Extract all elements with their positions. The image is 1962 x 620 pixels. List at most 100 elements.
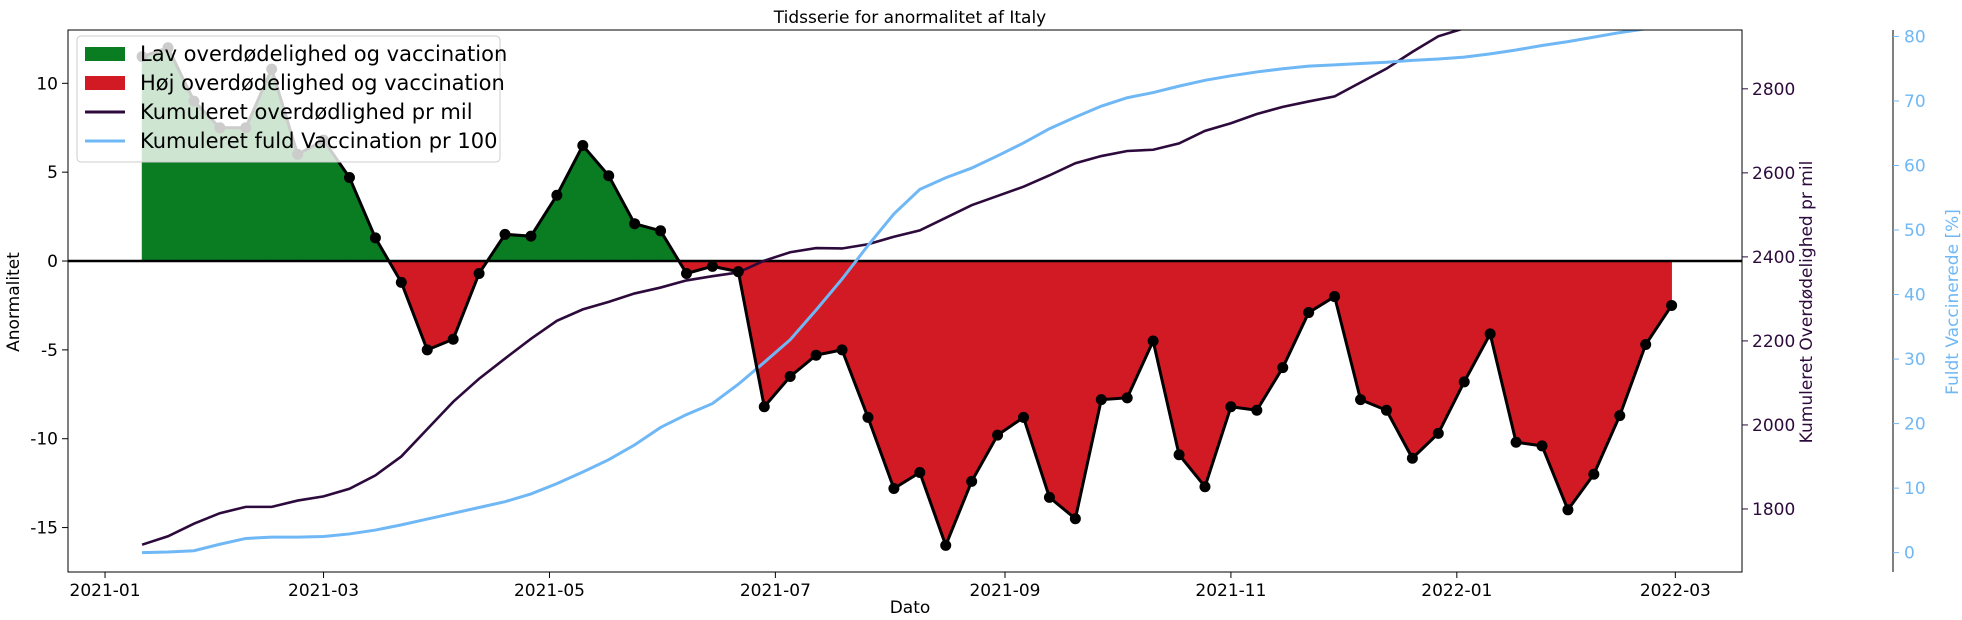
anomaly-point bbox=[603, 170, 615, 182]
legend-box bbox=[76, 35, 501, 163]
y-left-tick-label: -15 bbox=[30, 519, 58, 539]
y-left-tick-label: 0 bbox=[47, 252, 58, 272]
y-right1-tick-label: 2800 bbox=[1752, 80, 1795, 100]
anomaly-point bbox=[940, 539, 952, 551]
y-left-tick-label: 10 bbox=[36, 74, 58, 94]
anomaly-point bbox=[1173, 449, 1185, 461]
anomaly-point bbox=[1121, 392, 1133, 404]
y-axis-left-label: Anormalitet bbox=[4, 252, 24, 352]
anomaly-point bbox=[1432, 427, 1444, 439]
y-axis-right1-label: Kumuleret Overdødelighed pr mil bbox=[1797, 161, 1817, 444]
anomaly-point bbox=[1536, 440, 1548, 452]
anomaly-point bbox=[1147, 335, 1159, 347]
anomaly-point bbox=[1406, 452, 1418, 464]
anomaly-point bbox=[395, 276, 407, 288]
cumulative-excess-mortality-line bbox=[141, 30, 1464, 546]
axes: 2021-01 2021-03 2021-05 2021-07 2021-09 2021-… bbox=[30, 27, 1925, 601]
anomaly-point bbox=[1484, 328, 1496, 340]
anomaly-point bbox=[1043, 491, 1055, 503]
anomaly-point bbox=[1329, 291, 1341, 303]
y-right2-tick-label: 20 bbox=[1904, 415, 1926, 435]
anomaly-point bbox=[1251, 404, 1263, 416]
y-right2-tick-label: 0 bbox=[1904, 544, 1915, 564]
anomaly-point bbox=[551, 189, 563, 201]
anomaly-point bbox=[525, 230, 537, 242]
legend-swatch bbox=[85, 47, 125, 61]
anomaly-point bbox=[629, 218, 641, 230]
y-right2-tick-label: 70 bbox=[1904, 92, 1926, 112]
anomaly-point bbox=[862, 411, 874, 423]
anomaly-point bbox=[810, 349, 822, 361]
anomaly-point bbox=[369, 232, 381, 244]
anomaly-point bbox=[758, 401, 770, 413]
anomaly-point bbox=[1640, 339, 1652, 351]
anomaly-point bbox=[732, 266, 744, 278]
y-right1-tick-label: 2600 bbox=[1752, 164, 1795, 184]
anomaly-point bbox=[680, 267, 692, 279]
y-right1-tick-label: 1800 bbox=[1752, 500, 1795, 520]
y-axis-right2-label: Fuldt Vaccinerede [%] bbox=[1943, 209, 1962, 395]
x-tick-label: 2021-07 bbox=[740, 581, 811, 601]
y-right2-tick-label: 10 bbox=[1904, 479, 1926, 499]
y-right2-tick-label: 80 bbox=[1904, 27, 1926, 47]
anomaly-point bbox=[1069, 513, 1081, 525]
y-left-tick-label: -10 bbox=[30, 430, 58, 450]
y-right2-tick-label: 40 bbox=[1904, 286, 1926, 306]
anomaly-point bbox=[1380, 404, 1392, 416]
anomaly-point bbox=[1277, 362, 1289, 374]
anomaly-point bbox=[836, 344, 848, 356]
anomaly-point bbox=[447, 333, 459, 345]
anomaly-point bbox=[784, 371, 796, 383]
y-left-tick-label: -5 bbox=[41, 341, 58, 361]
anomaly-point bbox=[1199, 481, 1211, 493]
high-excess-fill-area bbox=[142, 260, 1672, 546]
anomaly-point bbox=[1095, 394, 1107, 406]
anomaly-point bbox=[706, 260, 718, 272]
anomaly-point bbox=[577, 140, 589, 152]
anomaly-point bbox=[421, 344, 433, 356]
x-axis-label: Dato bbox=[890, 598, 931, 618]
y-left-tick-label: 5 bbox=[47, 163, 58, 183]
x-tick-label: 2022-03 bbox=[1640, 581, 1711, 601]
anomaly-point bbox=[914, 466, 926, 478]
anomaly-point bbox=[1510, 436, 1522, 448]
x-tick-label: 2021-09 bbox=[969, 581, 1040, 601]
anomaly-point bbox=[1225, 401, 1237, 413]
x-tick-label: 2022-01 bbox=[1421, 581, 1492, 601]
anomaly-point bbox=[343, 171, 355, 183]
y-right1-tick-label: 2000 bbox=[1752, 416, 1795, 436]
chart-title: Tidsserie for anormalitet af Italy bbox=[773, 8, 1047, 28]
x-tick-label: 2021-01 bbox=[70, 581, 141, 601]
anomaly-point bbox=[1666, 299, 1678, 311]
anomaly-point bbox=[473, 267, 485, 279]
cumulative-vaccination-line bbox=[142, 30, 1648, 555]
legend-swatch bbox=[85, 76, 125, 90]
y-right1-tick-label: 2200 bbox=[1752, 332, 1795, 352]
y-right2-tick-label: 50 bbox=[1904, 221, 1926, 241]
y-right1-tick-label: 2400 bbox=[1752, 248, 1795, 268]
x-tick-label: 2021-11 bbox=[1195, 581, 1266, 601]
x-tick-label: 2021-05 bbox=[514, 581, 585, 601]
anomaly-point bbox=[1355, 394, 1367, 406]
anomaly-point bbox=[888, 482, 900, 494]
x-tick-label: 2021-03 bbox=[288, 581, 359, 601]
legend-label: Kumuleret overdødlighed pr mil bbox=[140, 100, 473, 124]
legend-label: Lav overdødelighed og vaccination bbox=[140, 42, 507, 66]
y-right2-tick-label: 30 bbox=[1904, 350, 1926, 370]
plot-frame bbox=[67, 29, 1743, 573]
anomaly-line bbox=[141, 45, 1673, 550]
anomaly-point bbox=[655, 225, 667, 237]
y-right2-tick-label: 60 bbox=[1904, 157, 1926, 177]
anomaly-point bbox=[499, 228, 511, 240]
anomaly-point bbox=[992, 429, 1004, 441]
anomaly-point bbox=[1303, 307, 1315, 319]
anomaly-point bbox=[1614, 410, 1626, 422]
anomaly-point bbox=[1458, 376, 1470, 388]
anomaly-point bbox=[966, 475, 978, 487]
legend-label: Kumuleret fuld Vaccination pr 100 bbox=[140, 129, 497, 153]
anomaly-point bbox=[1588, 468, 1600, 480]
legend: Lav overdødelighed og vaccination Høj ove… bbox=[76, 35, 507, 163]
anomaly-point bbox=[1018, 411, 1030, 423]
legend-label: Høj overdødelighed og vaccination bbox=[140, 71, 505, 95]
